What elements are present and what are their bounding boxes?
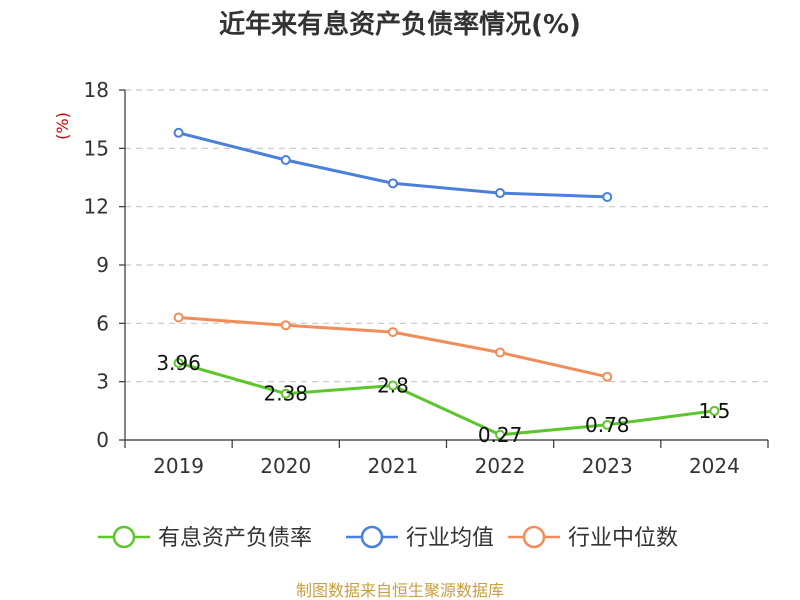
data-label: 2.8 [377,374,409,398]
x-tick-label: 2024 [689,454,740,478]
axes: 0 3 6 9 12 15 18 2019 2020 2021 2022 2023 2024 [84,78,769,478]
data-label: 0.78 [585,413,630,437]
data-point [602,419,613,430]
data-label: 3.96 [156,351,201,375]
data-point [602,191,613,202]
legend: 有息资产负债率 行业均值 行业中位数 [98,525,678,551]
x-tick-label: 2020 [260,454,311,478]
data-point [173,312,184,323]
series-line [178,316,608,379]
y-tick-label: 18 [84,78,109,102]
chart-title: 近年来有息资产负债率情况(%) [219,9,581,40]
data-point [387,327,398,338]
data-point [387,380,398,391]
legend-swatch-marker [360,525,384,549]
x-tick-label: 2022 [475,454,526,478]
series-line [178,361,715,437]
data-point [602,371,613,382]
y-tick-label: 15 [84,136,109,160]
data-point [280,155,291,165]
y-tick-label: 9 [96,253,109,277]
data-point [495,429,506,440]
data-point [173,358,184,368]
data-point [709,405,720,416]
data-point [280,388,291,399]
data-label: 2.38 [263,382,308,406]
data-labels: 3.96 2.38 2.8 0.27 0.78 1.5 [156,351,730,447]
data-point [280,320,291,331]
x-tick-label: 2021 [367,454,418,478]
legend-label: 行业中位数 [568,526,678,551]
series-layer [173,127,720,440]
data-label: 1.5 [699,399,731,423]
source-note: 制图数据来自恒生聚源数据库 [296,581,504,600]
data-label: 0.27 [478,423,523,447]
legend-swatch-marker [522,525,546,549]
legend-label: 行业均值 [406,526,494,551]
y-tick-label: 12 [84,195,109,219]
y-tick-label: 6 [96,311,109,335]
data-point [495,188,506,199]
x-tick-label: 2023 [582,454,633,478]
y-tick-label: 0 [96,428,109,452]
data-point [387,178,398,189]
y-axis-unit: (%) [53,112,72,140]
legend-swatch-marker [112,525,136,549]
y-tick-label: 3 [96,370,109,394]
data-point [173,127,184,138]
grid-lines [125,89,768,383]
legend-label: 有息资产负债率 [158,526,312,551]
data-point [495,347,506,358]
x-tick-label: 2019 [153,454,204,478]
